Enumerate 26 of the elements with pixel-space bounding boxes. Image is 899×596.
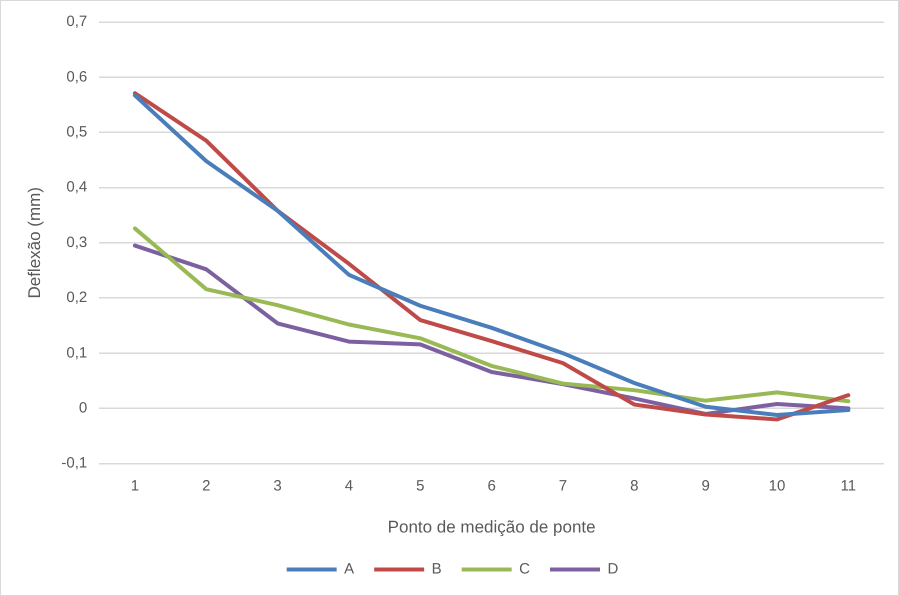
y-tick-label: 0 <box>78 400 88 417</box>
x-tick-label: 8 <box>630 478 638 495</box>
x-tick-label: 10 <box>768 478 786 495</box>
y-tick-label: 0,2 <box>66 289 88 306</box>
x-tick-label: 11 <box>840 478 856 495</box>
x-tick-label: 1 <box>130 478 140 495</box>
x-tick-label: 5 <box>416 478 424 495</box>
y-axis-title: Deflexão (mm) <box>24 187 44 299</box>
legend-label: D <box>608 560 619 578</box>
y-tick-label: 0,1 <box>66 344 88 362</box>
y-tick-label: 0,5 <box>66 124 88 141</box>
x-tick-label: 4 <box>344 478 354 495</box>
x-tick-label: 7 <box>558 478 568 495</box>
y-tick-label: -0,1 <box>61 454 88 472</box>
x-tick-label: 9 <box>701 478 710 495</box>
y-tick-label: 0,6 <box>66 68 88 86</box>
x-tick-label: 2 <box>202 478 210 495</box>
x-axis-title: Ponto de medição de ponte <box>388 517 596 536</box>
legend-label: A <box>344 560 354 578</box>
x-tick-label: 6 <box>487 478 496 495</box>
y-tick-label: 0,3 <box>66 234 88 251</box>
legend-label: B <box>432 560 442 578</box>
y-tick-label: 0,4 <box>66 178 88 196</box>
x-tick-label: 3 <box>273 478 282 495</box>
y-tick-label: 0,7 <box>66 13 88 30</box>
legend-label: C <box>519 560 530 578</box>
